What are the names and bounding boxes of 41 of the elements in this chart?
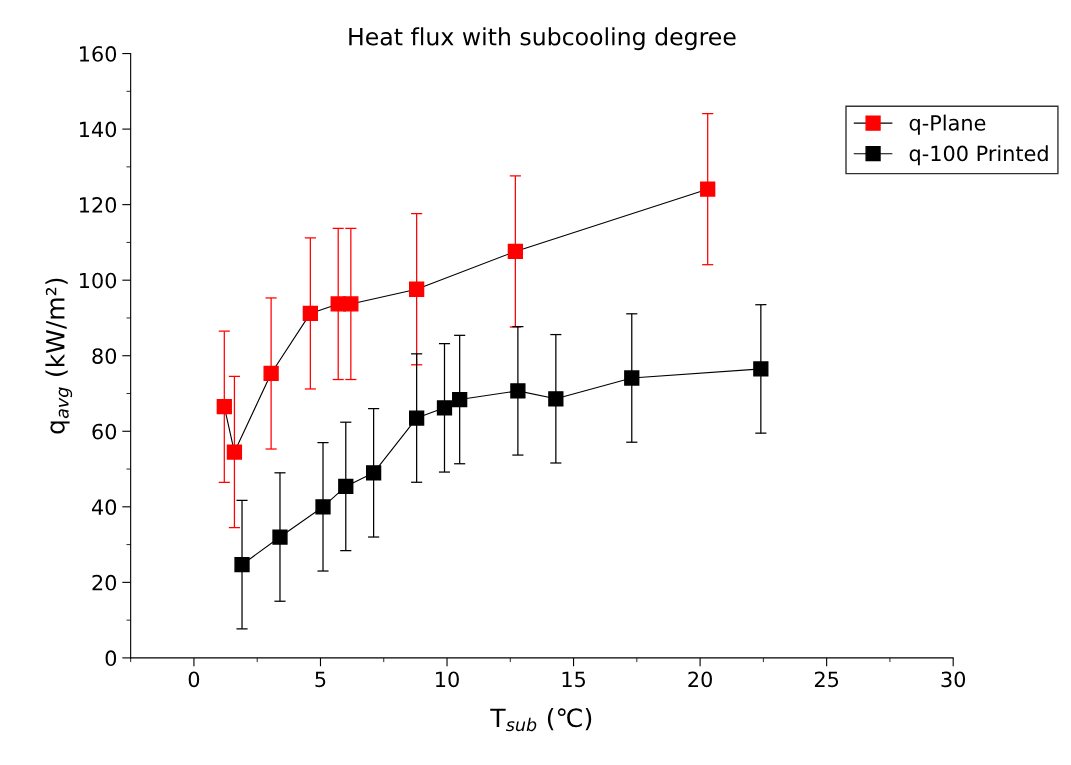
point — [343, 296, 359, 312]
point — [507, 243, 523, 260]
x-tick-label: 15 — [562, 671, 585, 688]
y-tick-label: 20 — [92, 574, 117, 591]
point — [365, 465, 382, 481]
point — [272, 529, 288, 545]
point — [510, 383, 526, 399]
y-tick-label: 60 — [92, 423, 117, 440]
point — [436, 400, 453, 416]
point — [263, 365, 279, 382]
point — [753, 361, 769, 377]
point — [409, 281, 425, 297]
y-tick-label: 160 — [79, 46, 117, 62]
y-axis-title: q$_{avg}$ (kW/m²) — [45, 278, 73, 434]
point — [226, 444, 243, 460]
x-tick-label: 0 — [188, 671, 200, 688]
y-tick-label: 140 — [79, 121, 117, 138]
x-tick-label: 20 — [688, 671, 712, 688]
x-tick-label: 25 — [814, 671, 839, 688]
chart-title: Heat flux with subcooling degree — [349, 27, 736, 51]
y-tick-label: 100 — [79, 272, 117, 289]
point — [452, 391, 468, 408]
point — [234, 556, 250, 573]
legend-label: q-Plane — [909, 114, 986, 135]
y-tick-label: 40 — [91, 499, 117, 516]
legend-label: q-100 Printed — [909, 145, 1048, 166]
point — [548, 391, 564, 407]
point — [338, 478, 354, 495]
point — [700, 181, 716, 197]
x-tick-label: 10 — [436, 671, 459, 688]
point — [302, 305, 318, 322]
y-tick-label: 0 — [105, 650, 117, 667]
point — [216, 399, 232, 415]
y-tick-label: 80 — [92, 348, 117, 364]
point — [315, 499, 331, 515]
x-axis-title: T$_{sub}$ (℃) — [490, 707, 592, 732]
point — [409, 410, 425, 426]
x-tick-label: 5 — [315, 671, 326, 688]
x-tick-label: 30 — [941, 671, 966, 688]
y-tick-label: 120 — [79, 197, 117, 213]
point — [624, 370, 640, 386]
